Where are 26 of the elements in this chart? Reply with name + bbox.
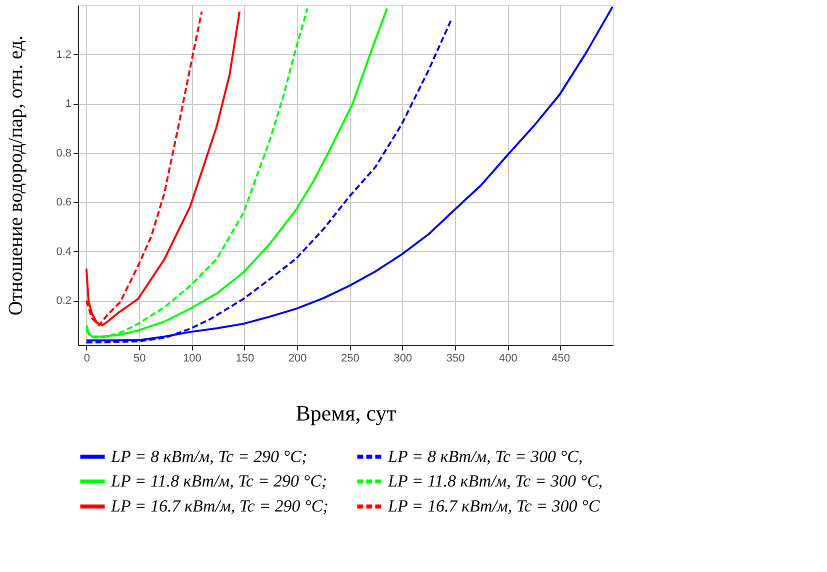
y-tick-label: 0.6 (56, 196, 72, 209)
x-tick-label: 300 (394, 352, 412, 364)
y-tick-label: 0.8 (56, 147, 72, 160)
y-tick-label: 1 (65, 98, 72, 110)
legend-label: LP = 8 кВт/м, Tc = 300 °C, (387, 446, 583, 466)
x-tick-label: 100 (183, 352, 202, 364)
x-tick-label: 200 (288, 352, 307, 364)
x-tick-label: 250 (341, 352, 360, 364)
legend-label: LP = 8 кВт/м, Tc = 290 °C; (110, 446, 308, 466)
y-tick-label: 0.4 (56, 246, 72, 258)
y-tick-label: 1.2 (56, 48, 72, 61)
legend-label: LP = 11.8 кВт/м, Tc = 300 °C, (387, 472, 603, 490)
legend-label: LP = 11.8 кВт/м, Tc = 290 °C; (110, 472, 328, 490)
y-tick-label: 0.2 (56, 295, 72, 308)
line-series (85, 7, 388, 338)
x-axis-title: Время, сут (296, 400, 397, 426)
x-tick-label: 450 (552, 352, 570, 364)
x-tick-label: 400 (499, 352, 518, 364)
x-tick-label: 0 (84, 352, 90, 364)
legend-label: LP = 16.7 кВт/м, Tc = 290 °C; (110, 496, 328, 516)
y-axis-title: Отношение водород/пар, отн. ед. (5, 35, 28, 316)
legend-label: LP = 16.7 кВт/м, Tc = 300 °C (387, 496, 600, 516)
x-tick-label: 150 (236, 352, 254, 364)
line-series (85, 10, 241, 326)
x-tick-label: 50 (133, 352, 146, 364)
x-tick-label: 350 (446, 352, 465, 364)
